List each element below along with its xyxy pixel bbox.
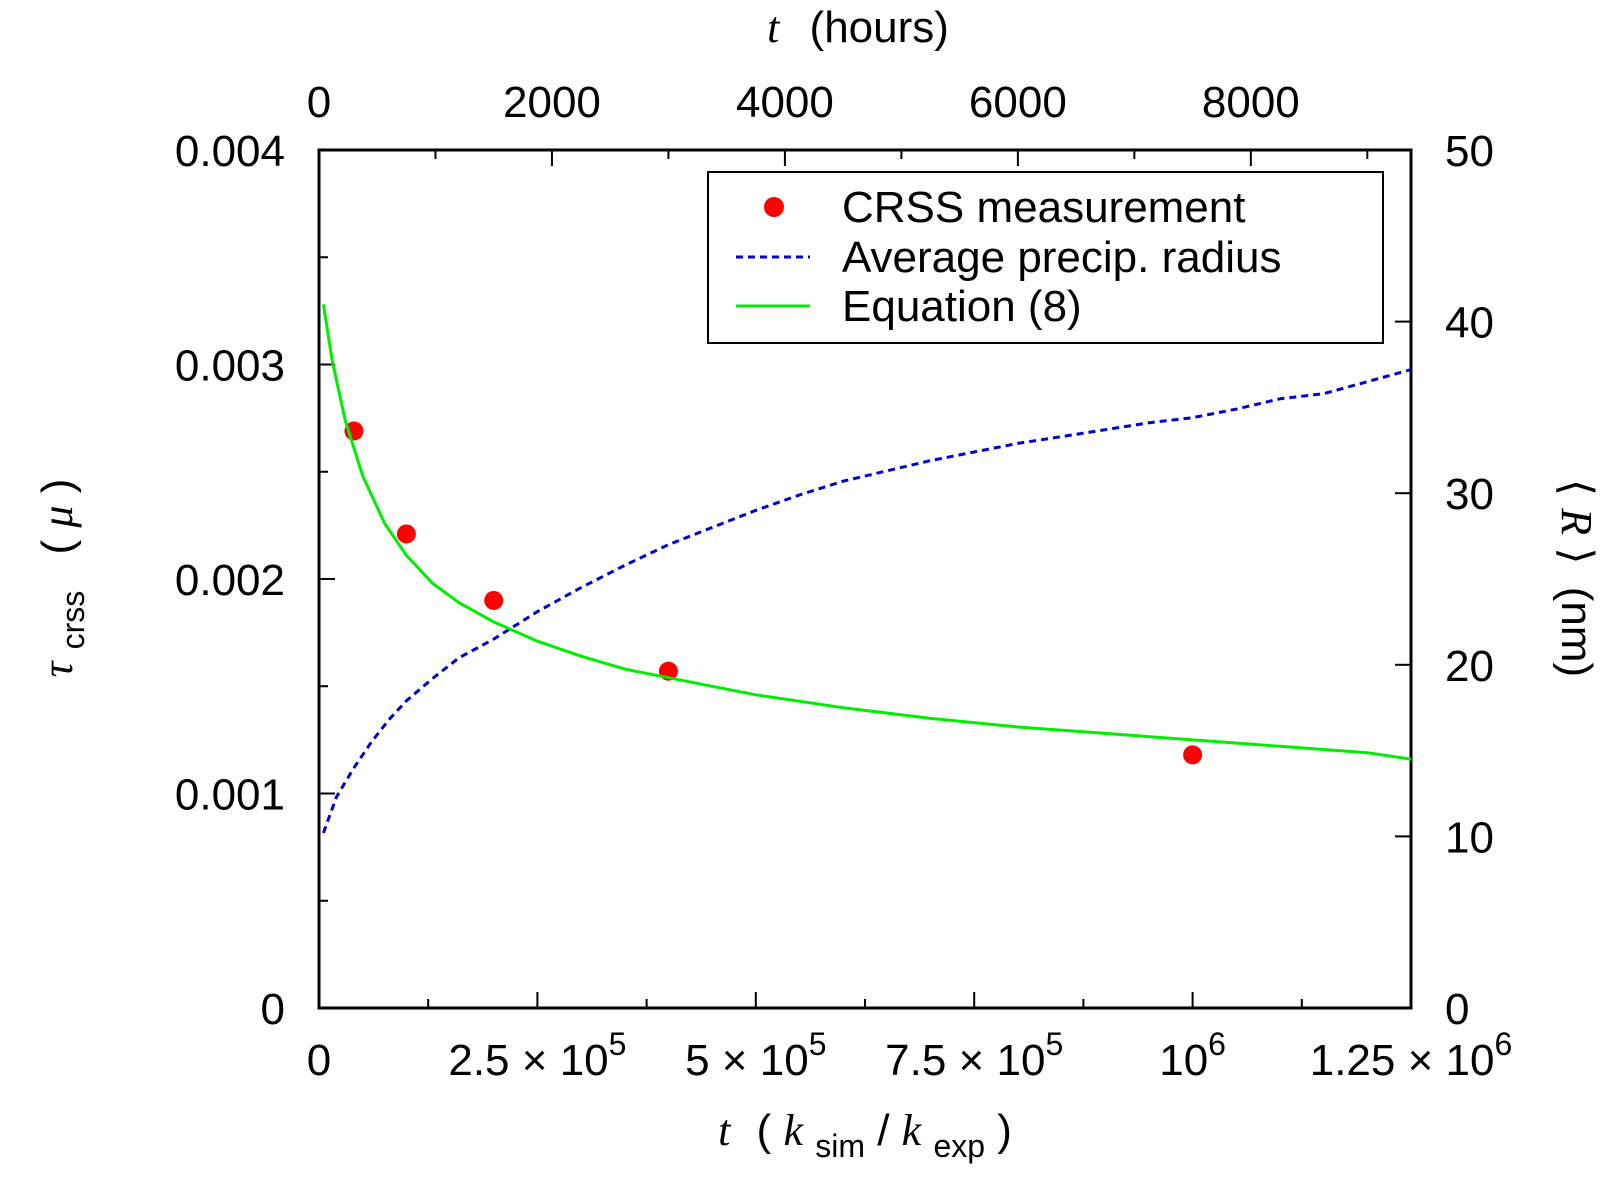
x-axis-label-close: ) bbox=[997, 1106, 1012, 1155]
legend-box bbox=[707, 171, 1384, 344]
y-tick-label: 0.002 bbox=[175, 556, 285, 605]
x-axis-label: t ( k sim / k exp ) bbox=[718, 1106, 1012, 1167]
y-axis-label-open: ( bbox=[33, 540, 82, 555]
x2-axis-label: t (hours) bbox=[767, 3, 949, 52]
legend-label-radius: Average precip. radius bbox=[842, 233, 1281, 282]
x2-axis-label-unit: (hours) bbox=[810, 3, 949, 52]
y2-axis-ticks: 0 10 20 30 40 50 bbox=[1395, 127, 1494, 1034]
y2-tick-label: 0 bbox=[1445, 985, 1469, 1034]
x-axis-ticks: 0 2.5 × 105 5 × 105 7.5 × 105 106 1.25 × 106 bbox=[307, 992, 1513, 1085]
crss-point bbox=[484, 590, 504, 610]
x-axis-label-sub1: sim bbox=[815, 1128, 865, 1164]
crss-point bbox=[1183, 745, 1203, 765]
y2-axis-label-var: R bbox=[1552, 507, 1601, 535]
y2-tick-label: 40 bbox=[1445, 299, 1494, 348]
y2-tick-label: 30 bbox=[1445, 470, 1494, 519]
x-axis-label-k2: k bbox=[902, 1106, 923, 1155]
y2-axis-label-unit: (nm) bbox=[1552, 587, 1601, 677]
x-axis-label-k1: k bbox=[783, 1106, 804, 1155]
x-tick-label: 2.5 × 105 bbox=[448, 1026, 626, 1085]
x2-tick-label: 4000 bbox=[736, 78, 834, 127]
x-axis-label-sub2: exp bbox=[933, 1128, 985, 1164]
y2-tick-label: 10 bbox=[1445, 813, 1494, 862]
y-tick-label: 0.001 bbox=[175, 771, 285, 820]
legend: CRSS measurement Average precip. radius … bbox=[707, 171, 1384, 344]
legend-label-crss: CRSS measurement bbox=[842, 183, 1245, 232]
y-tick-label: 0.003 bbox=[175, 342, 285, 391]
equation-line bbox=[321, 304, 1412, 761]
radius-line bbox=[321, 368, 1412, 834]
x-tick-label: 0 bbox=[307, 1036, 331, 1085]
y2-tick-label: 50 bbox=[1445, 127, 1494, 176]
y-axis-label-var: τ bbox=[33, 659, 82, 677]
y2-axis-label: ⟨ R ⟩ (nm) bbox=[1552, 479, 1601, 677]
x2-tick-label: 0 bbox=[307, 78, 331, 127]
x-tick-label: 106 bbox=[1159, 1026, 1226, 1085]
x2-tick-label: 6000 bbox=[969, 78, 1067, 127]
y2-tick-label: 20 bbox=[1445, 642, 1494, 691]
x2-tick-label: 2000 bbox=[503, 78, 601, 127]
x-axis-label-var: t bbox=[718, 1106, 732, 1155]
x-tick-label: 5 × 105 bbox=[685, 1026, 826, 1085]
x2-tick-label: 8000 bbox=[1202, 78, 1300, 127]
legend-marker-crss bbox=[764, 197, 784, 217]
x-tick-label: 7.5 × 105 bbox=[885, 1026, 1063, 1085]
x-tick-label: 1.25 × 106 bbox=[1310, 1026, 1513, 1085]
y-tick-label: 0.004 bbox=[175, 127, 285, 176]
legend-label-equation: Equation (8) bbox=[842, 282, 1082, 331]
y-axis-label-sub: crss bbox=[55, 591, 91, 650]
x-axis-label-open: ( bbox=[757, 1106, 772, 1155]
y-axis-label-close: ) bbox=[33, 479, 82, 494]
y-tick-label: 0 bbox=[261, 985, 285, 1034]
y-axis-label: τ crss ( μ ) bbox=[33, 479, 94, 678]
y-axis-ticks: 0 0.001 0.002 0.003 0.004 bbox=[175, 127, 335, 1034]
x-axis-label-slash: / bbox=[877, 1106, 890, 1155]
y-axis-label-mu: μ bbox=[33, 506, 82, 529]
x2-axis-label-var: t bbox=[767, 3, 781, 52]
x2-axis-ticks: 0 2000 4000 6000 8000 bbox=[307, 78, 1369, 166]
y2-axis-label-langle: ⟨ bbox=[1552, 479, 1601, 496]
crss-point bbox=[396, 524, 416, 544]
y2-axis-label-rangle: ⟩ bbox=[1552, 547, 1601, 564]
series-layer bbox=[321, 304, 1412, 834]
